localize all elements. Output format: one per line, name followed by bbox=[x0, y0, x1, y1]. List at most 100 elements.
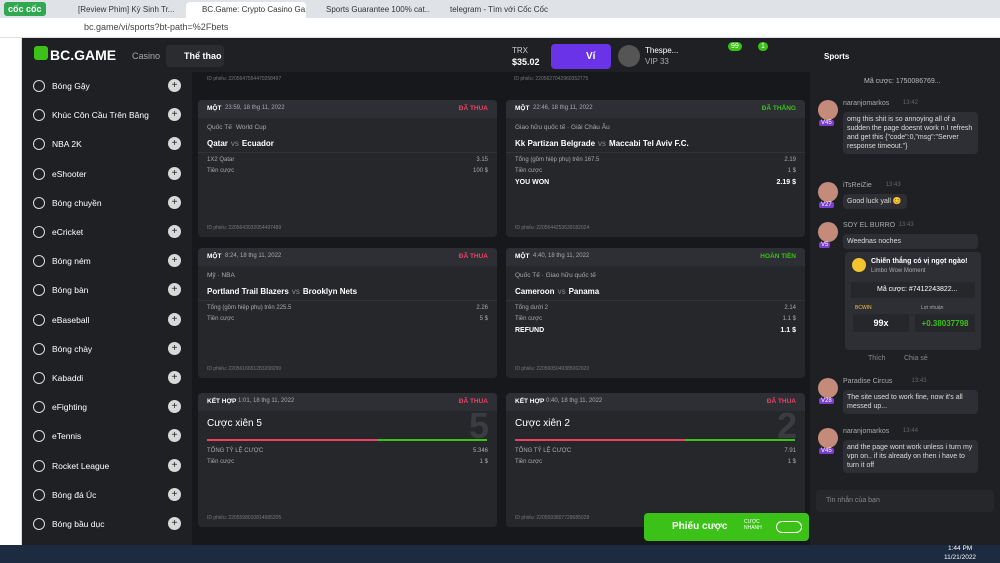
bet-time: 4:40, 18 thg 11, 2022 bbox=[533, 253, 590, 259]
expand-btn[interactable]: + bbox=[168, 341, 181, 355]
chat-user: SOY EL BURRO bbox=[843, 222, 896, 229]
progress-lost bbox=[207, 439, 377, 441]
bet-card[interactable]: KẾT HỢP 1:01, 18 thg 11, 2022 ĐÃ THUA Cược … bbox=[198, 393, 497, 527]
share-bet[interactable]: Mã cược: #7412243822... bbox=[851, 282, 975, 298]
row-value: 1 $ bbox=[479, 459, 488, 465]
row-value: 7.91 bbox=[784, 448, 796, 454]
expand-btn[interactable]: + bbox=[168, 400, 181, 414]
sport-name[interactable]: eBaseball bbox=[52, 314, 90, 325]
expand-btn[interactable]: + bbox=[168, 458, 181, 472]
row-label: Tiền cược bbox=[207, 168, 235, 174]
sport-icon bbox=[33, 80, 45, 92]
sport-name[interactable]: eTennis bbox=[52, 431, 82, 442]
expand-btn[interactable]: + bbox=[168, 195, 181, 209]
nav-sports[interactable]: Thể thao bbox=[184, 51, 222, 61]
sport-name[interactable]: Bóng ném bbox=[52, 256, 91, 267]
sport-icon bbox=[33, 459, 45, 472]
vs: vs bbox=[230, 139, 239, 148]
team: Cameroon bbox=[515, 287, 555, 296]
wallet-btn[interactable] bbox=[551, 44, 611, 69]
sport-name[interactable]: Bóng đá Úc bbox=[52, 489, 97, 500]
sport-icon bbox=[33, 196, 45, 209]
browser-tab[interactable]: BC.Game: Crypto Casino Ga... bbox=[186, 2, 306, 18]
expand-btn[interactable]: + bbox=[168, 166, 181, 180]
sport-name[interactable]: eFighting bbox=[52, 402, 87, 413]
level: V45 bbox=[819, 448, 834, 454]
browser-tab[interactable]: telegram - Tìm với Cốc Cốc bbox=[434, 2, 554, 18]
row-label: Tiền cược bbox=[207, 316, 235, 322]
divider bbox=[198, 300, 497, 301]
betslip-btn[interactable]: Phiếu cược CƯỢC NHANH bbox=[644, 513, 809, 541]
row-label: REFUND bbox=[515, 327, 545, 334]
nav-casino[interactable]: Casino bbox=[132, 51, 161, 61]
sport-name[interactable]: eCricket bbox=[52, 227, 84, 237]
chat-tab[interactable]: Sports bbox=[824, 52, 850, 61]
top-id: ID phiếu: 2205647554470258497 bbox=[207, 76, 282, 82]
expand-btn[interactable]: + bbox=[168, 312, 181, 326]
sport-name[interactable]: Bóng bầu dục bbox=[52, 519, 105, 529]
sport-name[interactable]: Bóng chày bbox=[52, 343, 93, 354]
row-value: 1.1 $ bbox=[782, 316, 796, 322]
bet-card[interactable]: KẾT HỢP 0:40, 18 thg 11, 2022 ĐÃ THUA Cược … bbox=[506, 393, 805, 527]
bet-kind: KẾT HỢP bbox=[207, 398, 237, 405]
league: Quốc Tế · Giao hữu quốc tế bbox=[515, 272, 596, 279]
sport-name[interactable]: Khúc Côn Cầu Trên Băng bbox=[52, 110, 149, 121]
user[interactable]: Thespe... bbox=[645, 46, 679, 55]
expand-btn[interactable]: + bbox=[168, 108, 181, 122]
expand-btn[interactable]: + bbox=[168, 371, 181, 384]
chat-input[interactable] bbox=[816, 490, 994, 512]
browser-tab[interactable]: Sports Guarantee 100% cat... bbox=[310, 2, 430, 18]
sport-name[interactable]: Kabaddi bbox=[52, 373, 84, 383]
expand-btn[interactable]: + bbox=[168, 283, 181, 297]
card-head bbox=[198, 100, 497, 118]
sport-name[interactable]: NBA 2K bbox=[52, 139, 82, 150]
bet-card[interactable]: MỘT 4:40, 18 thg 11, 2022 HOÀN TIỀN Quốc Tế… bbox=[506, 248, 805, 378]
like[interactable]: Thích bbox=[868, 355, 886, 362]
row-label: YOU WON bbox=[515, 179, 550, 186]
expand-btn[interactable]: + bbox=[168, 137, 181, 151]
row-label: 1X2 Qatar bbox=[207, 157, 235, 163]
sport-icon bbox=[33, 430, 45, 443]
bet-card[interactable]: MỘT 23:59, 18 thg 11, 2022 ĐÃ THUA Quốc Tế W… bbox=[198, 100, 497, 237]
chat-time: 13:43 bbox=[898, 222, 914, 228]
sport-name[interactable]: eShooter bbox=[52, 168, 87, 179]
sport-name[interactable]: Bóng chuyền bbox=[52, 197, 102, 208]
bet-card[interactable]: MỘT 22:46, 18 thg 11, 2022 ĐÃ THẮNG Giao hữ… bbox=[506, 100, 805, 237]
bet-time: 0:40, 18 thg 11, 2022 bbox=[546, 398, 603, 404]
expand-btn[interactable]: + bbox=[168, 79, 181, 92]
bet-kind: MỘT bbox=[515, 105, 530, 112]
brand: cốc cốc bbox=[4, 2, 46, 16]
league: Quốc Tế World Cup bbox=[207, 124, 266, 131]
tab-title: Sports Guarantee 100% cat... bbox=[326, 5, 430, 14]
bet-time: 23:59, 18 thg 11, 2022 bbox=[225, 105, 285, 111]
expand-btn[interactable]: + bbox=[168, 254, 181, 268]
row-label: TỔNG TỶ LỆ CƯỢC bbox=[515, 448, 572, 454]
bet-status: HOÀN TIỀN bbox=[760, 253, 796, 260]
sport-name[interactable]: Rocket League bbox=[52, 460, 110, 471]
logo[interactable]: BC.GAME bbox=[50, 47, 117, 63]
expand-btn[interactable]: + bbox=[168, 487, 181, 501]
row-value: 5.346 bbox=[472, 448, 488, 454]
browser-tab[interactable]: [Review Phim] Kỳ Sinh Tr... bbox=[62, 2, 182, 18]
expand-btn[interactable]: + bbox=[168, 429, 181, 443]
team: Portland Trail Blazers bbox=[207, 287, 289, 296]
currency[interactable]: TRX bbox=[512, 46, 528, 55]
chat-time: 13:43 bbox=[885, 182, 901, 188]
sport-name[interactable]: Bóng bàn bbox=[52, 285, 89, 296]
league-tag: Mỹ · NBA bbox=[207, 272, 235, 279]
bet-time: 8:24, 18 thg 11, 2022 bbox=[225, 253, 282, 259]
sport-icon bbox=[33, 109, 45, 122]
share-card: Chiến thắng có vị ngọt ngào! Limbo Wow Mo… bbox=[845, 252, 981, 350]
toggle[interactable] bbox=[776, 521, 802, 533]
expand-btn[interactable]: + bbox=[168, 225, 181, 238]
sport-name[interactable]: Bóng Gậy bbox=[52, 81, 90, 91]
chat-time: 13:44 bbox=[902, 428, 918, 434]
row-value: 1.1 $ bbox=[780, 327, 796, 334]
bet-card[interactable]: MỘT 8:24, 18 thg 11, 2022 ĐÃ THUA Mỹ · NBA P… bbox=[198, 248, 497, 378]
bet-id: ID phiếu: 2205644253639182024 bbox=[515, 225, 590, 231]
sidebar bbox=[22, 72, 192, 545]
expand-btn[interactable]: + bbox=[168, 517, 181, 530]
share[interactable]: Chia sẻ bbox=[904, 355, 928, 362]
row-value: 100 $ bbox=[472, 168, 488, 174]
address[interactable]: bc.game/vi/sports?bt-path=%2Fbets bbox=[84, 22, 229, 32]
